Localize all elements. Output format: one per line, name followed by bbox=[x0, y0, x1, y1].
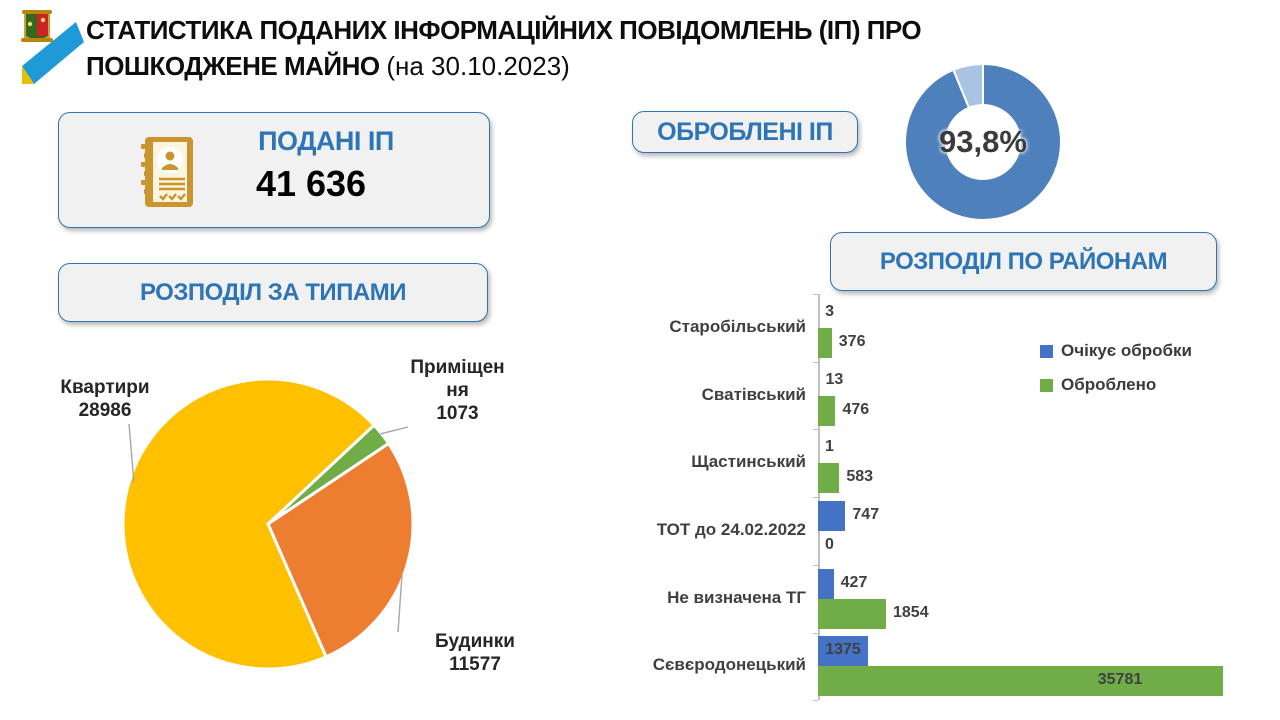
bar-green-2 bbox=[818, 395, 836, 426]
axis-tick bbox=[813, 632, 818, 634]
value-label-Оброблено-6: 35781 bbox=[1097, 671, 1143, 689]
processed-reports-card: ОБРОБЛЕНІ ІП bbox=[632, 111, 858, 153]
category-label-1: Старобільський bbox=[669, 316, 806, 336]
value-label-Очікує обробки-4: 747 bbox=[852, 505, 880, 523]
value-label-Очікує обробки-2: 13 bbox=[825, 370, 844, 388]
category-label-6: Сєвєродонецький bbox=[652, 655, 806, 675]
bar-green-1 bbox=[818, 327, 832, 358]
title-line-1: СТАТИСТИКА ПОДАНИХ ІНФОРМАЦІЙНИХ ПОВІДОМ… bbox=[86, 15, 922, 45]
value-label-Оброблено-4: 0 bbox=[825, 535, 834, 553]
legend-label: Оброблено bbox=[1061, 375, 1157, 394]
pie-slice-Квартири bbox=[121, 377, 376, 671]
submitted-value: 41 636 bbox=[255, 163, 367, 204]
title-line-2: ПОШКОДЖЕНЕ МАЙНО (на 30.10.2023) bbox=[86, 48, 986, 84]
value-label-Очікує обробки-3: 1 bbox=[825, 438, 834, 456]
value-label-Очікує обробки-1: 3 bbox=[825, 302, 835, 320]
pie-label-line: 11577 bbox=[449, 654, 501, 675]
axis-tick bbox=[813, 429, 818, 431]
coat-of-arms-logo bbox=[21, 10, 84, 84]
pie-label-line: ня bbox=[446, 380, 469, 401]
bar-blue-6 bbox=[818, 636, 869, 667]
ribbon-blue bbox=[22, 22, 84, 84]
pie-label-Будинки: Будинки 11577 bbox=[415, 630, 535, 676]
districts-section-label: РОЗПОДІЛ ПО РАЙОНАМ bbox=[879, 247, 1168, 275]
title-line-2-bold: ПОШКОДЖЕНЕ МАЙНО bbox=[86, 51, 380, 81]
submitted-label: ПОДАНІ ІП bbox=[258, 126, 394, 156]
value-label-Оброблено-2: 476 bbox=[842, 400, 870, 418]
pie-label-Квартири: Квартири 28986 bbox=[40, 376, 170, 422]
title-date: (на 30.10.2023) bbox=[386, 51, 570, 81]
bar-green-5 bbox=[818, 598, 886, 629]
pie-label-line: 1073 bbox=[436, 403, 479, 424]
emblem-shield bbox=[21, 10, 53, 42]
legend-swatch-icon bbox=[1040, 344, 1053, 358]
ribbon-yellow bbox=[22, 66, 34, 84]
legend-item-Очікує обробки: Очікує обробки bbox=[1040, 334, 1192, 368]
legend-item-Оброблено: Оброблено bbox=[1040, 368, 1192, 402]
types-pie-chart: Квартири 28986 Будинки 11577 Приміщен ня 1073 bbox=[30, 340, 590, 708]
axis-tick bbox=[813, 497, 818, 499]
bar-blue-4 bbox=[818, 500, 846, 531]
bar-green-6 bbox=[818, 666, 1223, 697]
legend-swatch-icon bbox=[1040, 378, 1053, 392]
value-label-Оброблено-3: 583 bbox=[846, 468, 874, 486]
axis-tick bbox=[813, 361, 818, 363]
category-label-5: Не визначена ТГ bbox=[667, 587, 806, 607]
donut-segment-оброблено bbox=[904, 62, 1062, 221]
districts-bar-chart: Старобільський 3 376 Сватівський 13 476 Щастин… bbox=[620, 290, 1280, 715]
pie-label-line: Квартири bbox=[60, 377, 150, 398]
pie-label-Приміщення: Приміщен ня 1073 bbox=[395, 356, 520, 425]
bar-legend: Очікує обробки Оброблено bbox=[1040, 334, 1192, 402]
document-person-icon bbox=[141, 137, 193, 207]
value-label-Очікує обробки-6: 1375 bbox=[825, 641, 861, 659]
category-label-3: Щастинський bbox=[691, 452, 806, 472]
bar-green-3 bbox=[818, 463, 840, 494]
value-label-Оброблено-5: 1854 bbox=[893, 603, 929, 621]
axis-tick bbox=[813, 294, 818, 295]
processed-percentage: 93,8% bbox=[939, 124, 1027, 159]
pie-leader-line-Приміщення bbox=[379, 426, 409, 435]
page-title: СТАТИСТИКА ПОДАНИХ ІНФОРМАЦІЙНИХ ПОВІДОМ… bbox=[86, 12, 986, 84]
category-label-2: Сватівський bbox=[701, 384, 806, 404]
category-label-4: ТОТ до 24.02.2022 bbox=[656, 519, 806, 539]
donut-segment-решта bbox=[952, 62, 984, 110]
value-label-Оброблено-1: 376 bbox=[838, 332, 866, 350]
pie-slices bbox=[121, 377, 415, 671]
bar-blue-5 bbox=[818, 568, 834, 599]
pie-label-line: Будинки bbox=[435, 631, 515, 652]
districts-section-header: РОЗПОДІЛ ПО РАЙОНАМ bbox=[830, 232, 1217, 291]
axis-tick bbox=[813, 700, 818, 702]
pie-label-line: 28986 bbox=[78, 400, 132, 421]
types-section-label: РОЗПОДІЛ ЗА ТИПАМИ bbox=[139, 278, 407, 306]
processed-label: ОБРОБЛЕНІ ІП bbox=[657, 117, 833, 146]
pie-leader-line-Будинки bbox=[397, 574, 403, 633]
pie-leader-line-Квартири bbox=[128, 423, 135, 484]
types-section-header: РОЗПОДІЛ ЗА ТИПАМИ bbox=[58, 263, 488, 322]
y-axis-line bbox=[818, 294, 820, 701]
submitted-reports-card: ПОДАНІ ІП 41 636 bbox=[58, 112, 490, 228]
pie-label-line: Приміщен bbox=[410, 357, 505, 378]
value-label-Очікує обробки-5: 427 bbox=[840, 573, 868, 591]
axis-tick bbox=[813, 564, 818, 566]
legend-label: Очікує обробки bbox=[1061, 341, 1193, 360]
processed-donut-chart bbox=[904, 62, 1062, 221]
